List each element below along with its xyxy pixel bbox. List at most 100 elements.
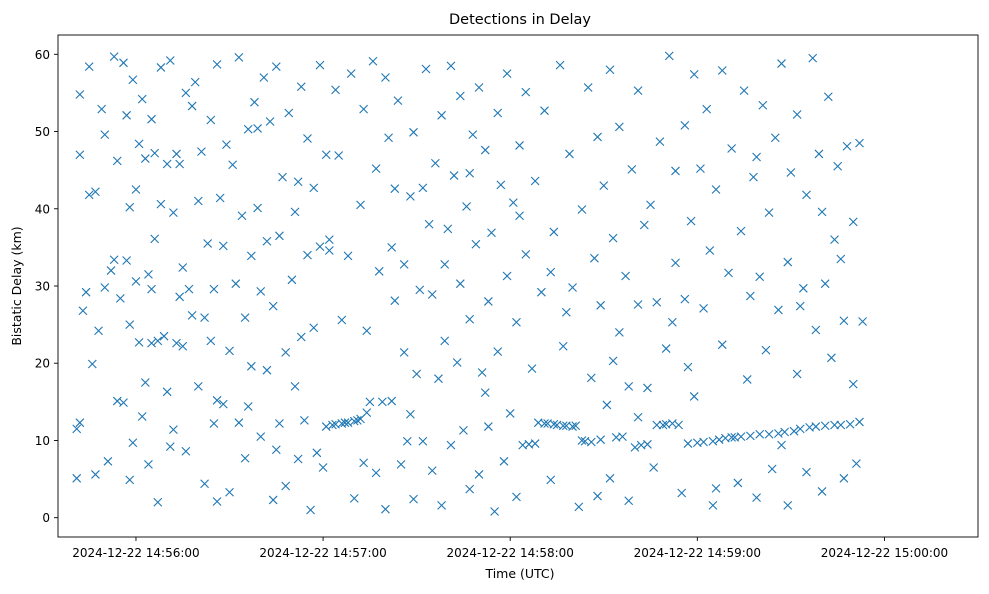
detection-marker [833, 161, 843, 171]
detection-marker [618, 432, 627, 441]
detection-marker [125, 475, 135, 485]
detection-marker [172, 338, 181, 348]
detection-marker [764, 208, 774, 218]
detection-marker [418, 183, 428, 193]
detection-marker [184, 284, 194, 294]
detection-marker [309, 183, 319, 193]
detection-marker [119, 398, 128, 408]
detection-marker [574, 502, 584, 512]
detection-marker [206, 336, 216, 346]
detection-marker [215, 193, 225, 203]
detection-marker [839, 316, 849, 326]
detection-marker [549, 419, 559, 429]
detection-marker [293, 454, 303, 464]
detection-marker [671, 166, 680, 176]
detection-marker [321, 150, 331, 160]
detection-marker [855, 138, 864, 148]
x-axis-label: Time (UTC) [484, 566, 554, 581]
detection-marker [814, 149, 824, 159]
detection-marker [820, 279, 830, 289]
detection-marker [749, 172, 758, 182]
detection-marker [197, 147, 206, 157]
detection-marker [699, 437, 708, 447]
detection-marker [187, 310, 197, 320]
detection-marker [664, 51, 674, 61]
detection-marker [786, 168, 796, 177]
detection-marker [471, 239, 481, 249]
detection-marker [649, 463, 659, 472]
detection-marker [499, 456, 509, 466]
detection-marker [842, 141, 852, 151]
detection-marker [599, 181, 609, 190]
detection-marker [140, 378, 150, 387]
detection-marker [508, 198, 518, 207]
detection-marker [624, 496, 634, 506]
detection-marker [165, 442, 175, 452]
detection-marker [84, 62, 94, 72]
detection-marker [817, 207, 827, 217]
detection-marker [624, 382, 634, 391]
detection-marker [162, 159, 172, 169]
detection-marker [752, 493, 761, 503]
detection-marker [571, 421, 581, 431]
detection-marker [430, 158, 440, 168]
detection-marker [402, 436, 412, 446]
detection-marker [798, 283, 808, 293]
detection-marker [480, 145, 490, 155]
detection-marker [225, 346, 234, 356]
detection-marker [246, 361, 256, 371]
detection-marker [275, 231, 284, 241]
detection-marker [265, 117, 275, 126]
detection-marker [724, 268, 733, 278]
detection-marker [455, 279, 465, 289]
detection-marker [399, 259, 409, 269]
detection-marker [639, 220, 649, 230]
detection-marker [643, 439, 652, 449]
detection-marker [493, 347, 503, 357]
detection-marker [175, 292, 185, 302]
detection-marker [530, 176, 540, 186]
y-tick-label-5: 50 [35, 125, 50, 139]
detection-marker [275, 419, 284, 428]
detection-marker [652, 420, 662, 430]
detection-marker [169, 425, 178, 435]
detection-marker [480, 388, 490, 397]
detection-marker [296, 82, 306, 92]
detection-marker [736, 226, 746, 236]
detection-marker [449, 171, 459, 180]
detection-marker [234, 418, 244, 428]
detection-marker [512, 492, 521, 502]
detection-marker [711, 483, 721, 493]
detection-marker [540, 106, 549, 116]
detection-marker [783, 257, 793, 267]
detection-marker [144, 460, 153, 469]
detection-marker [758, 100, 768, 110]
detection-marker [621, 271, 630, 281]
detection-marker [147, 114, 156, 124]
detection-marker [243, 124, 253, 134]
detection-marker [546, 267, 556, 277]
detection-marker [134, 139, 144, 149]
detection-marker [830, 420, 839, 430]
detection-marker [468, 130, 478, 140]
detection-marker [745, 431, 755, 441]
detection-marker [590, 253, 599, 263]
detection-marker [465, 484, 475, 494]
detection-marker [209, 284, 219, 294]
detection-marker [172, 149, 181, 159]
detection-marker [315, 60, 325, 70]
detection-marker [278, 172, 287, 182]
detection-marker [808, 53, 818, 63]
detection-marker [777, 440, 786, 450]
detection-marker [483, 422, 493, 431]
detection-marker [115, 293, 125, 303]
y-axis-ticks: 0 10 20 30 40 50 60 [35, 48, 58, 525]
detection-marker [349, 416, 359, 426]
detection-marker [181, 88, 191, 98]
detection-marker [250, 97, 259, 107]
detection-marker [686, 216, 696, 226]
detection-marker [733, 478, 743, 488]
detection-marker [496, 180, 506, 190]
detection-marker [434, 374, 443, 384]
detection-marker [150, 148, 160, 158]
